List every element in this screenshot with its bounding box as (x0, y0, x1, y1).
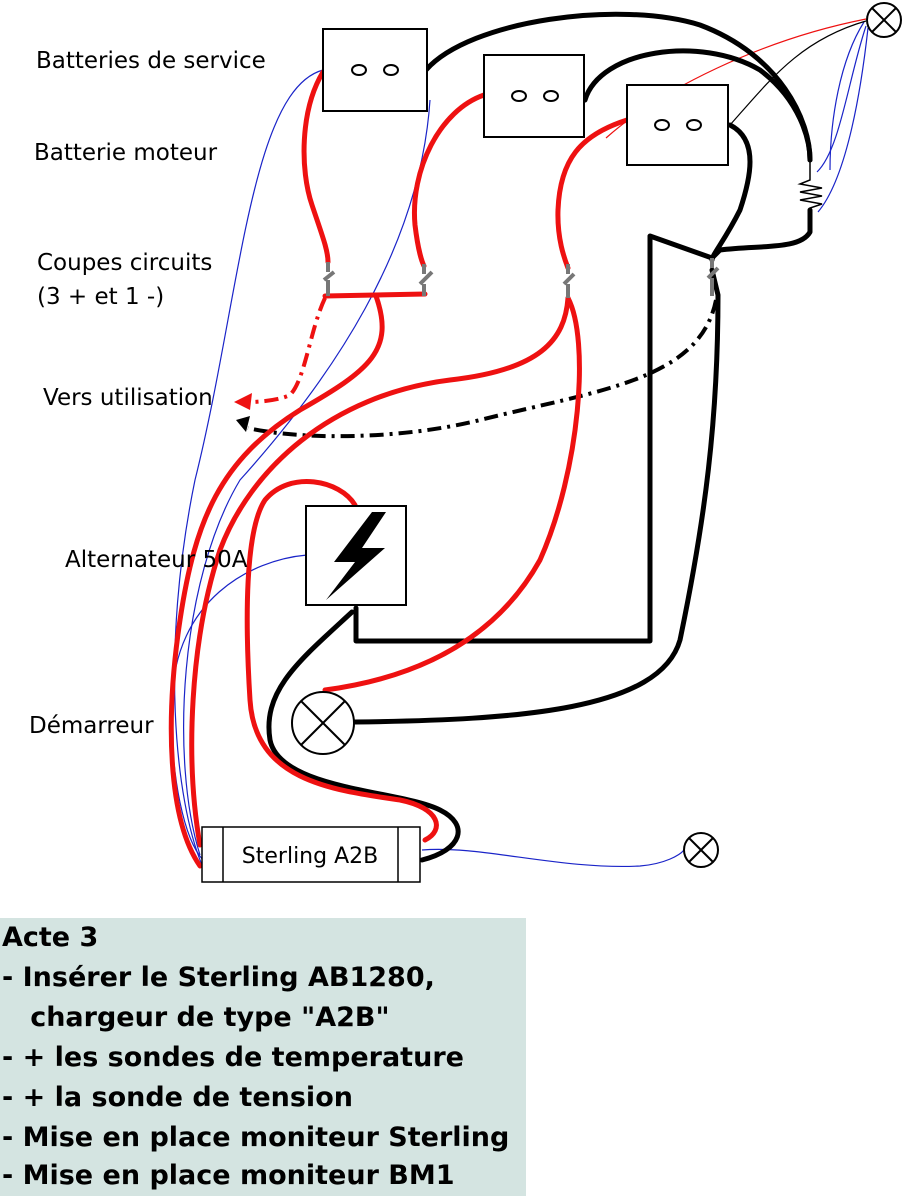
wiring-diagram: Sterling A2B Batteries de service Batter… (29, 2, 902, 883)
positive-cable (411, 92, 487, 269)
arrow-icon (236, 416, 250, 432)
positive-cable (244, 479, 439, 843)
positive-cable (555, 117, 630, 271)
notes-line: - + les sondes de temperature (2, 1042, 464, 1073)
label-to-load: Vers utilisation (43, 385, 213, 411)
positive-cable (168, 293, 385, 869)
label-breakers: Coupes circuits (37, 250, 212, 276)
lamp-icon (683, 832, 719, 868)
notes-line: - Mise en place moniteur BM1 (2, 1160, 455, 1191)
breaker-switch-icon (706, 258, 720, 296)
notes-line: chargeur de type "A2B" (2, 1002, 390, 1033)
notes-line: - Mise en place moniteur Sterling (2, 1122, 510, 1153)
positive-cable (322, 295, 582, 693)
breaker-switch-icon (562, 264, 576, 298)
negative-cable (582, 48, 813, 163)
breaker-switch-icon (322, 262, 336, 296)
battery-icon (322, 28, 428, 112)
positive-cable (301, 69, 331, 265)
sense-wire (173, 69, 324, 866)
label-breakers-detail: (3 + et 1 -) (37, 284, 164, 310)
negative-cable (266, 609, 461, 863)
alternator-box (305, 505, 407, 606)
label-starter: Démarreur (29, 713, 154, 739)
sense-wire (829, 21, 865, 171)
breaker-switch-icon (418, 264, 434, 296)
charger-label: Sterling A2B (242, 844, 378, 869)
sense-wire (817, 27, 869, 213)
battery-icon (483, 54, 585, 138)
sense-wire (816, 25, 867, 173)
notes-title: Acte 3 (2, 922, 99, 953)
negative-to-load (247, 299, 718, 439)
battery-icon (626, 84, 729, 166)
arrow-icon (234, 393, 252, 410)
negative-cable (709, 207, 813, 261)
notes-panel: Acte 3 - Insérer le Sterling AB1280, cha… (0, 918, 526, 1196)
charger-box: Sterling A2B (201, 826, 421, 883)
label-alternator: Alternateur 50A (65, 547, 248, 573)
label-engine-battery: Batterie moteur (34, 140, 218, 166)
sense-wire (421, 848, 685, 868)
negative-cable (352, 267, 721, 725)
lightning-bolt-icon (326, 512, 386, 600)
negative-cable (353, 233, 715, 644)
lamp-icon (291, 691, 355, 755)
thin-black-wire (729, 20, 867, 126)
sense-wire (183, 99, 431, 856)
notes-line: - + la sonde de tension (2, 1082, 353, 1113)
lamp-icon (866, 2, 902, 38)
positive-cable (189, 295, 571, 848)
label-service-batteries: Batteries de service (36, 48, 266, 74)
positive-to-load (249, 297, 327, 404)
notes-line: - Insérer le Sterling AB1280, (2, 962, 435, 993)
resistor-icon (797, 160, 823, 212)
